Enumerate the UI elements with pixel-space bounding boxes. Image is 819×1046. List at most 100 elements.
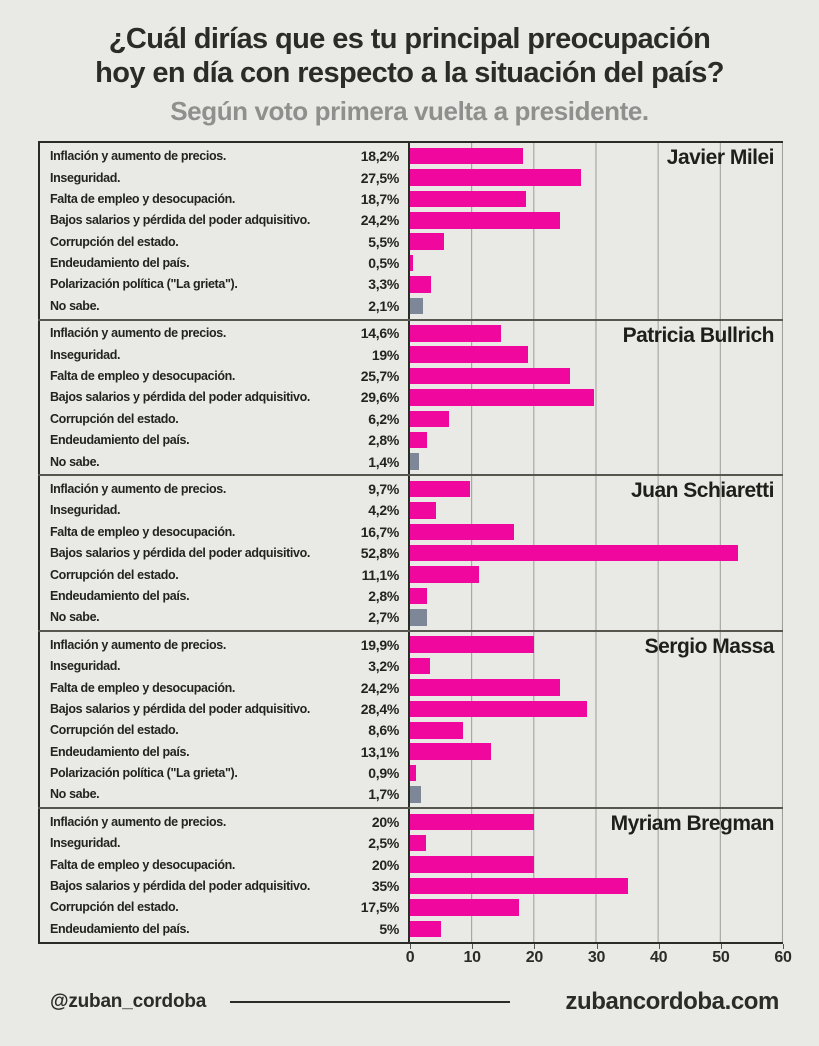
bar-row — [410, 634, 783, 655]
value-label: 52,8% — [360, 545, 400, 562]
bar — [410, 700, 587, 718]
category-label: Inseguridad. — [50, 659, 121, 674]
category-label: Inseguridad. — [50, 347, 121, 362]
bar — [410, 410, 449, 428]
value-label: 3,3% — [368, 276, 399, 293]
bar — [410, 346, 529, 363]
candidate-section: Inflación y aumento de precios. 19,9% Inse… — [38, 632, 783, 810]
category-row: No sabe. 1,7% — [40, 784, 408, 805]
value-label: 20% — [371, 813, 399, 830]
bar-row — [410, 252, 783, 273]
category-row: Falta de empleo y desocupación. 18,7% — [40, 188, 408, 209]
category-label: Bajos salarios y pérdida del poder adqui… — [50, 213, 311, 228]
bar — [410, 920, 442, 938]
category-row: Bajos salarios y pérdida del poder adqui… — [40, 698, 408, 719]
value-label: 9,7% — [368, 480, 399, 497]
candidate-name: Patricia Bullrich — [622, 323, 775, 347]
category-row: Corrupción del estado. 6,2% — [40, 408, 408, 429]
candidate-name: Javier Milei — [666, 146, 775, 170]
bar-row — [410, 585, 783, 606]
bar — [410, 679, 561, 696]
bar — [410, 587, 428, 605]
category-row: No sabe. 2,7% — [40, 607, 408, 628]
bar-row — [410, 897, 783, 918]
bar-row — [410, 784, 783, 805]
category-label: Corrupción del estado. — [50, 900, 179, 915]
bar — [410, 764, 416, 782]
value-label: 25,7% — [360, 368, 400, 385]
social-handle: @zuban_cordoba — [50, 990, 207, 1012]
category-label: Corrupción del estado. — [50, 411, 179, 426]
value-label: 8,6% — [368, 722, 399, 739]
category-label: No sabe. — [50, 787, 100, 802]
bar — [410, 502, 437, 519]
category-label: Endeudamiento del país. — [50, 588, 190, 603]
category-label: Corrupción del estado. — [50, 234, 179, 249]
category-label: Inflación y aumento de precios. — [50, 149, 226, 164]
value-label: 2,8% — [368, 587, 399, 604]
bar — [410, 233, 445, 250]
value-label: 17,5% — [360, 899, 400, 916]
plot-area: Juan Schiaretti — [410, 476, 783, 631]
bar — [410, 212, 561, 229]
category-row: No sabe. 1,4% — [40, 451, 408, 472]
bar — [410, 453, 419, 470]
bar — [410, 657, 430, 675]
category-label: Endeudamiento del país. — [50, 256, 190, 271]
category-row: Bajos salarios y pérdida del poder adqui… — [40, 210, 408, 231]
axis-tick-label: 10 — [463, 948, 482, 966]
category-row: Bajos salarios y pérdida del poder adqui… — [40, 542, 408, 563]
value-label: 20% — [371, 856, 399, 873]
bar — [410, 169, 581, 186]
axis-tick-mark — [720, 943, 722, 949]
value-label: 27,5% — [360, 169, 400, 186]
value-label: 4,2% — [368, 502, 399, 519]
axis-tick-label: 0 — [405, 948, 415, 966]
category-label: Inflación y aumento de precios. — [50, 481, 226, 496]
label-panel: Inflación y aumento de precios. 19,9% Inse… — [38, 632, 410, 808]
bar-row — [410, 323, 783, 344]
category-row: Corrupción del estado. 5,5% — [40, 231, 408, 252]
bar-row — [410, 274, 783, 295]
category-row: Corrupción del estado. 11,1% — [40, 564, 408, 585]
bar-row — [410, 918, 783, 939]
category-label: Bajos salarios y pérdida del poder adqui… — [50, 546, 311, 561]
bar-row — [410, 698, 783, 719]
axis-tick-mark — [783, 943, 784, 949]
value-label: 2,8% — [368, 432, 399, 449]
category-row: Endeudamiento del país. 5% — [40, 918, 408, 939]
bar — [410, 566, 479, 583]
bar-row — [410, 387, 783, 408]
bar — [410, 834, 426, 852]
value-label: 29,6% — [360, 389, 400, 406]
category-row: Inseguridad. 2,5% — [40, 833, 408, 854]
candidate-section: Inflación y aumento de precios. 20% Insegu… — [38, 809, 783, 942]
bar — [410, 523, 514, 541]
bar — [410, 431, 428, 449]
bar — [410, 480, 471, 498]
category-label: Inseguridad. — [50, 170, 121, 185]
bar-row — [410, 167, 783, 188]
candidate-name: Myriam Bregman — [610, 812, 775, 836]
category-label: Endeudamiento del país. — [50, 921, 190, 936]
axis-tick-mark — [596, 943, 598, 949]
category-row: Falta de empleo y desocupación. 25,7% — [40, 365, 408, 386]
category-label: Endeudamiento del país. — [50, 433, 190, 448]
axis-tick-label: 60 — [774, 948, 792, 966]
value-label: 5,5% — [368, 233, 399, 250]
bar-row — [410, 478, 783, 499]
label-panel: Inflación y aumento de precios. 9,7% Inseg… — [38, 476, 410, 631]
axis-tick-label: 50 — [712, 948, 730, 966]
bar-row — [410, 451, 783, 472]
bar-row — [410, 811, 783, 832]
category-label: Polarización política ("La grieta"). — [50, 766, 238, 781]
category-label: Polarización política ("La grieta"). — [50, 277, 238, 292]
value-label: 14,6% — [360, 325, 400, 342]
value-label: 3,2% — [368, 658, 399, 675]
candidate-section: Inflación y aumento de precios. 9,7% Inseg… — [38, 476, 783, 633]
bar — [410, 609, 427, 626]
bar — [410, 367, 570, 385]
bar — [410, 877, 628, 895]
bar-row — [410, 145, 783, 166]
bar-row — [410, 677, 783, 698]
